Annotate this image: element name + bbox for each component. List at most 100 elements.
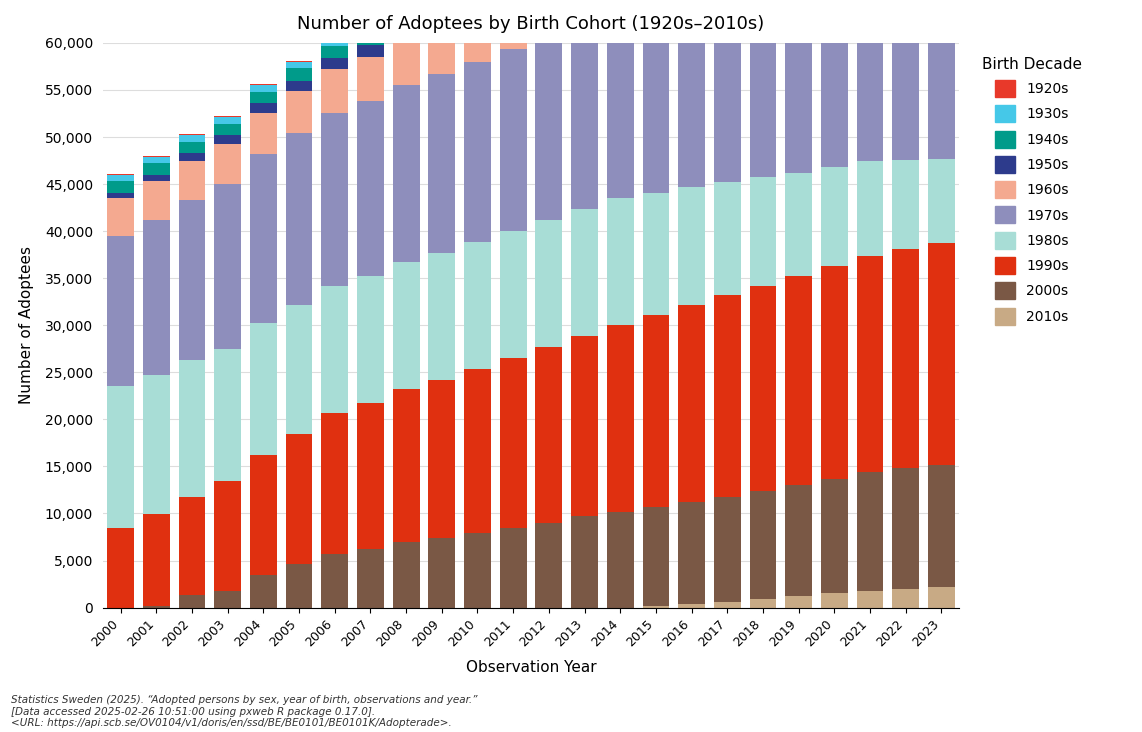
Bar — [536, 220, 562, 347]
Bar — [178, 200, 206, 360]
Bar — [357, 549, 384, 608]
Bar — [786, 597, 812, 608]
Bar — [749, 0, 777, 177]
Bar — [643, 315, 669, 507]
Bar — [178, 135, 206, 142]
Bar — [178, 496, 206, 595]
Bar — [500, 48, 526, 231]
Bar — [856, 472, 884, 591]
Bar — [856, 0, 884, 162]
Bar — [357, 25, 384, 31]
Bar — [107, 173, 134, 175]
Bar — [428, 28, 456, 74]
Bar — [321, 413, 348, 554]
Bar — [714, 0, 741, 182]
Bar — [393, 5, 419, 6]
Bar — [606, 512, 634, 608]
Bar — [143, 163, 170, 175]
Bar — [107, 193, 134, 198]
Bar — [107, 175, 134, 182]
Bar — [286, 61, 313, 68]
Bar — [821, 266, 847, 479]
Bar — [143, 375, 170, 515]
Bar — [250, 154, 276, 324]
Bar — [928, 465, 955, 587]
Bar — [749, 599, 777, 608]
Bar — [143, 515, 170, 605]
Bar — [892, 589, 919, 608]
Bar — [643, 0, 669, 4]
Bar — [143, 175, 170, 182]
Bar — [464, 15, 491, 61]
Bar — [786, 173, 812, 276]
Bar — [286, 434, 313, 564]
Bar — [321, 39, 348, 45]
Bar — [357, 31, 384, 45]
Bar — [571, 516, 598, 608]
Bar — [321, 70, 348, 113]
Bar — [428, 538, 456, 608]
Bar — [250, 84, 276, 85]
Bar — [892, 0, 919, 160]
Bar — [749, 491, 777, 599]
Bar — [215, 348, 241, 480]
Bar — [678, 0, 705, 187]
Bar — [749, 285, 777, 491]
Bar — [500, 528, 526, 608]
Bar — [250, 455, 276, 575]
Bar — [286, 305, 313, 434]
Bar — [143, 182, 170, 220]
Bar — [606, 0, 634, 10]
Bar — [856, 162, 884, 255]
Bar — [357, 45, 384, 57]
Bar — [250, 324, 276, 455]
Bar — [892, 468, 919, 589]
Bar — [178, 160, 206, 200]
Bar — [500, 358, 526, 528]
Bar — [215, 143, 241, 184]
X-axis label: Observation Year: Observation Year — [466, 660, 596, 675]
Bar — [393, 6, 419, 12]
Bar — [215, 184, 241, 348]
Bar — [393, 12, 419, 27]
Bar — [856, 591, 884, 608]
Bar — [428, 0, 456, 14]
Bar — [571, 209, 598, 335]
Bar — [357, 24, 384, 25]
Bar — [678, 502, 705, 604]
Bar — [928, 243, 955, 465]
Bar — [606, 325, 634, 512]
Bar — [250, 113, 276, 154]
Bar — [107, 182, 134, 193]
Bar — [321, 285, 348, 413]
Title: Number of Adoptees by Birth Cohort (1920s–2010s): Number of Adoptees by Birth Cohort (1920… — [297, 15, 765, 33]
Bar — [215, 591, 241, 608]
Bar — [321, 45, 348, 58]
Bar — [821, 594, 847, 608]
Bar — [178, 360, 206, 496]
Bar — [892, 249, 919, 468]
Bar — [321, 113, 348, 285]
Bar — [428, 380, 456, 538]
Bar — [215, 480, 241, 591]
Bar — [428, 74, 456, 253]
Bar — [393, 27, 419, 40]
Bar — [643, 4, 669, 193]
Bar — [107, 198, 134, 236]
Bar — [178, 595, 206, 608]
Bar — [786, 0, 812, 173]
Bar — [606, 10, 634, 198]
Bar — [714, 182, 741, 295]
Bar — [321, 554, 348, 608]
Bar — [357, 101, 384, 276]
Bar — [821, 479, 847, 594]
Bar — [856, 255, 884, 472]
Bar — [643, 605, 669, 608]
Bar — [321, 58, 348, 70]
Bar — [393, 542, 419, 608]
Bar — [178, 134, 206, 135]
Bar — [107, 236, 134, 386]
Bar — [928, 587, 955, 608]
Bar — [250, 85, 276, 92]
Bar — [464, 242, 491, 370]
